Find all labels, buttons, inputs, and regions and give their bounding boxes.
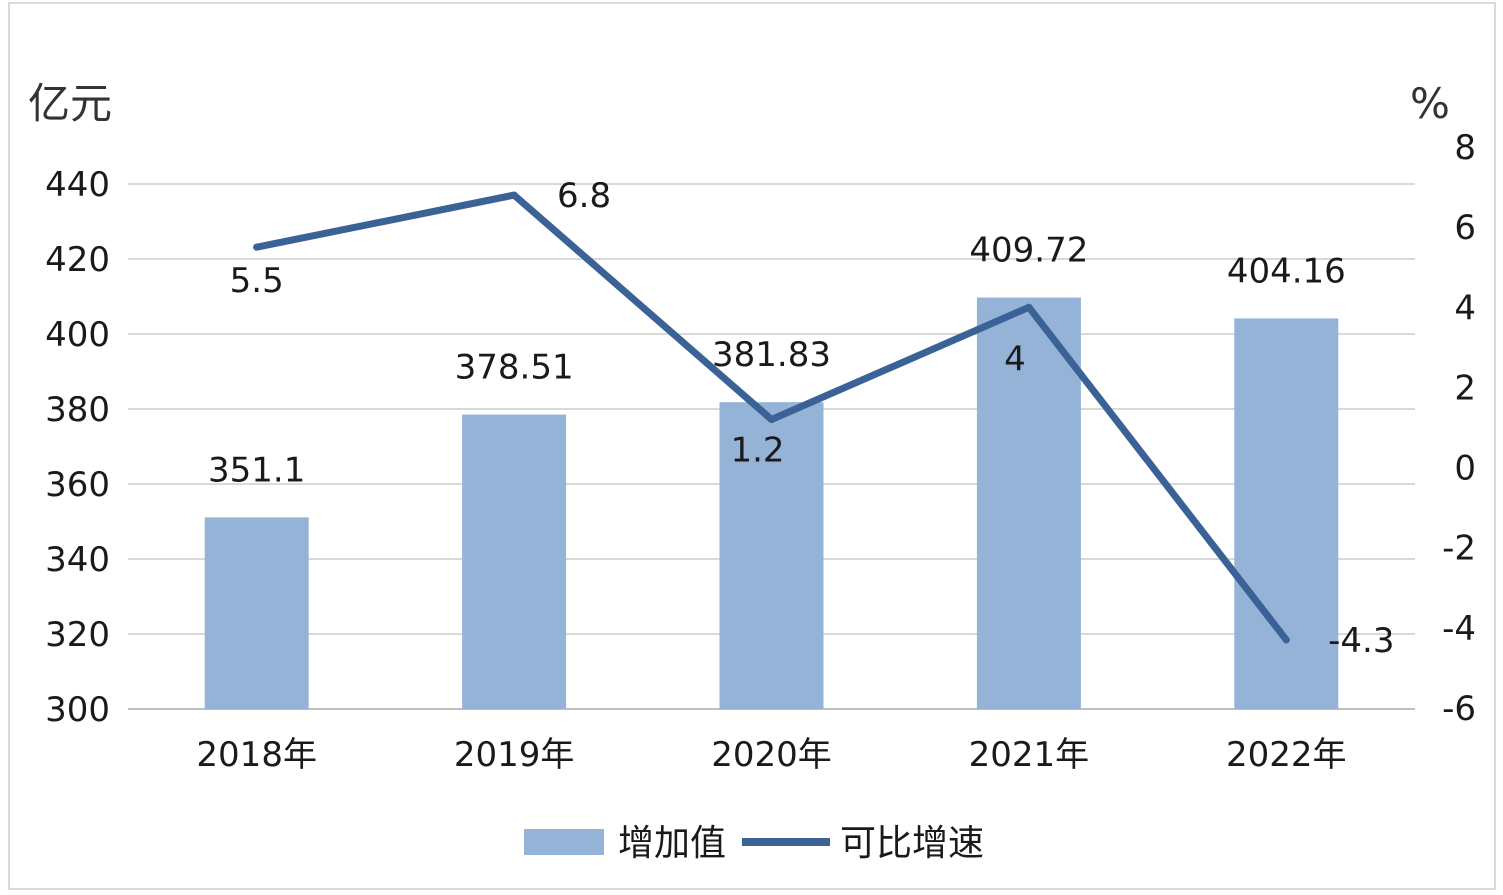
bar (204, 517, 309, 709)
bar (976, 297, 1081, 709)
x-tick-label: 2020年 (711, 735, 832, 775)
left-tick-label: 340 (45, 540, 110, 580)
line-data-label: 5.5 (230, 261, 284, 301)
left-tick-label: 360 (45, 465, 110, 505)
bar-data-label: 351.1 (208, 450, 305, 490)
x-tick-label: 2021年 (969, 735, 1090, 775)
x-tick-label: 2022年 (1226, 735, 1347, 775)
left-tick-label: 300 (45, 690, 110, 730)
right-tick-label: 2 (1454, 368, 1476, 408)
line-data-label: 1.2 (730, 430, 784, 470)
right-tick-label: -4 (1442, 609, 1476, 649)
bar (462, 414, 567, 709)
legend-swatch-bar (524, 829, 604, 855)
bar-series (204, 297, 1339, 709)
right-axis-unit: % (1410, 79, 1450, 128)
right-tick-label: -6 (1442, 689, 1476, 729)
left-tick-label: 400 (45, 315, 110, 355)
line-data-label: 6.8 (557, 176, 611, 216)
line-point (510, 191, 518, 199)
left-tick-label: 440 (45, 165, 110, 205)
line-point (768, 415, 775, 423)
bar-data-label: 409.72 (969, 231, 1088, 271)
right-tick-label: -2 (1442, 529, 1476, 569)
legend-label-bar: 增加值 (618, 823, 726, 864)
right-tick-label: 0 (1454, 449, 1476, 489)
line-point (253, 243, 261, 251)
right-tick-label: 8 (1454, 128, 1476, 168)
legend-label-line: 可比增速 (840, 823, 984, 864)
data-labels: 351.1 378.51 381.83 409.72 404.16 5.5 6.8 1.2 4 -… (208, 176, 1394, 661)
right-axis: -6 -4 -2 0 2 4 6 8 (1442, 128, 1476, 729)
x-tick-label: 2019年 (454, 735, 575, 775)
right-tick-label: 4 (1454, 288, 1476, 328)
line-point (1025, 303, 1033, 311)
left-tick-label: 320 (45, 615, 110, 655)
line-series (253, 191, 1290, 644)
line-data-label: 4 (1004, 339, 1026, 379)
left-tick-label: 380 (45, 390, 110, 430)
x-axis: 2018年 2019年 2020年 2021年 2022年 (196, 735, 1346, 775)
line-data-label: -4.3 (1328, 621, 1394, 661)
left-tick-label: 420 (45, 240, 110, 280)
left-axis: 300 320 340 360 380 400 420 440 (45, 165, 110, 730)
left-axis-unit: 亿元 (28, 79, 112, 128)
bar (1234, 318, 1339, 709)
legend: 增加值 可比增速 (524, 823, 984, 864)
bar-data-label: 378.51 (455, 348, 574, 388)
line-point (1282, 636, 1290, 644)
right-tick-label: 6 (1454, 208, 1476, 248)
bar-data-label: 404.16 (1227, 251, 1346, 291)
bar-data-label: 381.83 (712, 335, 831, 375)
x-tick-label: 2018年 (196, 735, 317, 775)
bar (719, 402, 824, 709)
